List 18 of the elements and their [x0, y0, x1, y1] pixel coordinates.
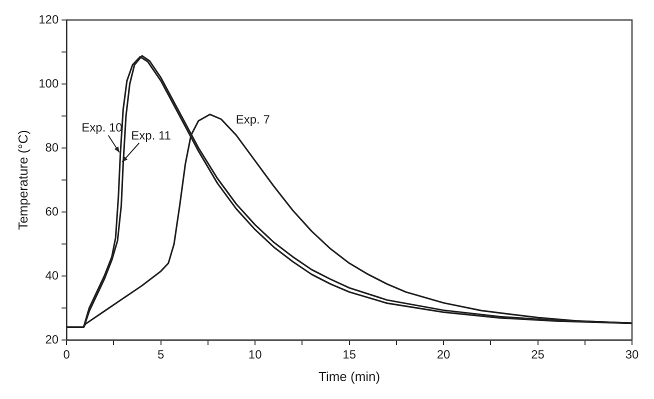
- x-tick-label: 0: [63, 348, 70, 362]
- x-tick-label: 5: [158, 348, 165, 362]
- x-tick-label: 15: [342, 348, 356, 362]
- y-tick-label: 40: [45, 268, 59, 282]
- y-tick-label: 60: [45, 204, 59, 218]
- series-label: Exp. 10: [82, 120, 123, 135]
- x-tick-label: 10: [248, 348, 262, 362]
- series-label: Exp. 7: [236, 112, 270, 127]
- y-tick-label: 120: [38, 12, 59, 26]
- series-label: Exp. 11: [131, 128, 172, 142]
- x-tick-label: 25: [531, 348, 545, 362]
- y-tick-label: 20: [45, 332, 59, 346]
- y-tick-label: 100: [38, 76, 59, 90]
- x-tick-label: 20: [436, 348, 451, 362]
- y-axis-title: Temperature (°C): [15, 130, 30, 230]
- x-tick-label: 30: [625, 348, 639, 362]
- x-axis-title: Time (min): [318, 368, 380, 384]
- y-tick-label: 80: [45, 140, 59, 154]
